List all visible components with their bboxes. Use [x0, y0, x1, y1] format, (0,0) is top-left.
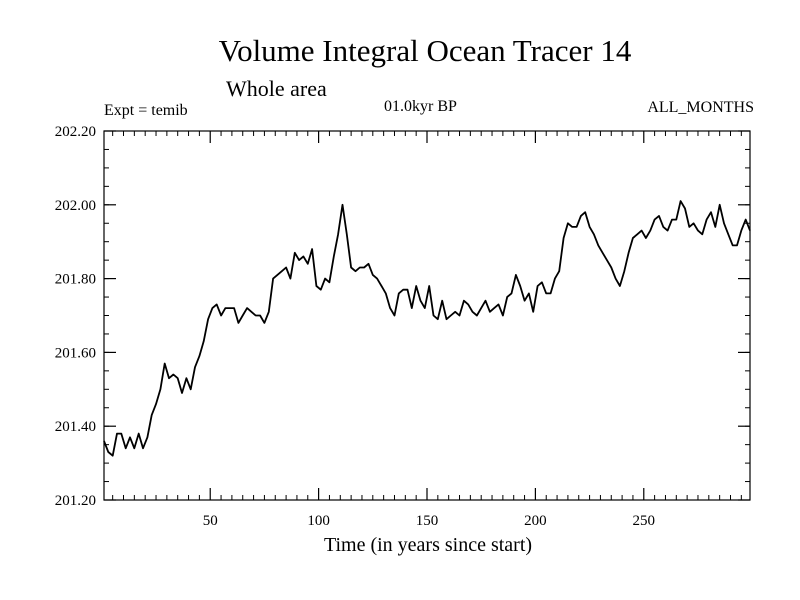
period-label: 01.0kyr BP — [384, 98, 457, 115]
y-tick-label: 201.60 — [55, 345, 96, 361]
x-tick-label: 150 — [416, 513, 439, 529]
y-axis: 201.20 201.40 201.60 201.80 202.00 202.20 — [55, 124, 750, 509]
y-tick-label: 201.40 — [55, 419, 96, 435]
y-tick-label: 202.20 — [55, 124, 96, 140]
x-axis-label: Time (in years since start) — [323, 534, 533, 556]
series-layer — [103, 200, 751, 457]
y-tick-label: 202.00 — [55, 198, 96, 214]
y-tick-label: 201.80 — [55, 272, 96, 288]
x-tick-label: 200 — [524, 513, 547, 529]
y-tick-label: 201.20 — [55, 493, 96, 509]
experiment-label: Expt = temib — [104, 102, 188, 119]
x-tick-label: 250 — [633, 513, 656, 529]
months-label: ALL_MONTHS — [647, 99, 754, 116]
chart-subtitle: Whole area — [226, 76, 327, 101]
x-tick-label: 50 — [203, 513, 218, 529]
series-line — [103, 200, 751, 457]
chart-title: Volume Integral Ocean Tracer 14 — [218, 33, 632, 68]
x-tick-label: 100 — [307, 513, 330, 529]
plot-frame — [103, 130, 751, 501]
x-axis: 50 100 150 200 250 — [112, 131, 742, 529]
